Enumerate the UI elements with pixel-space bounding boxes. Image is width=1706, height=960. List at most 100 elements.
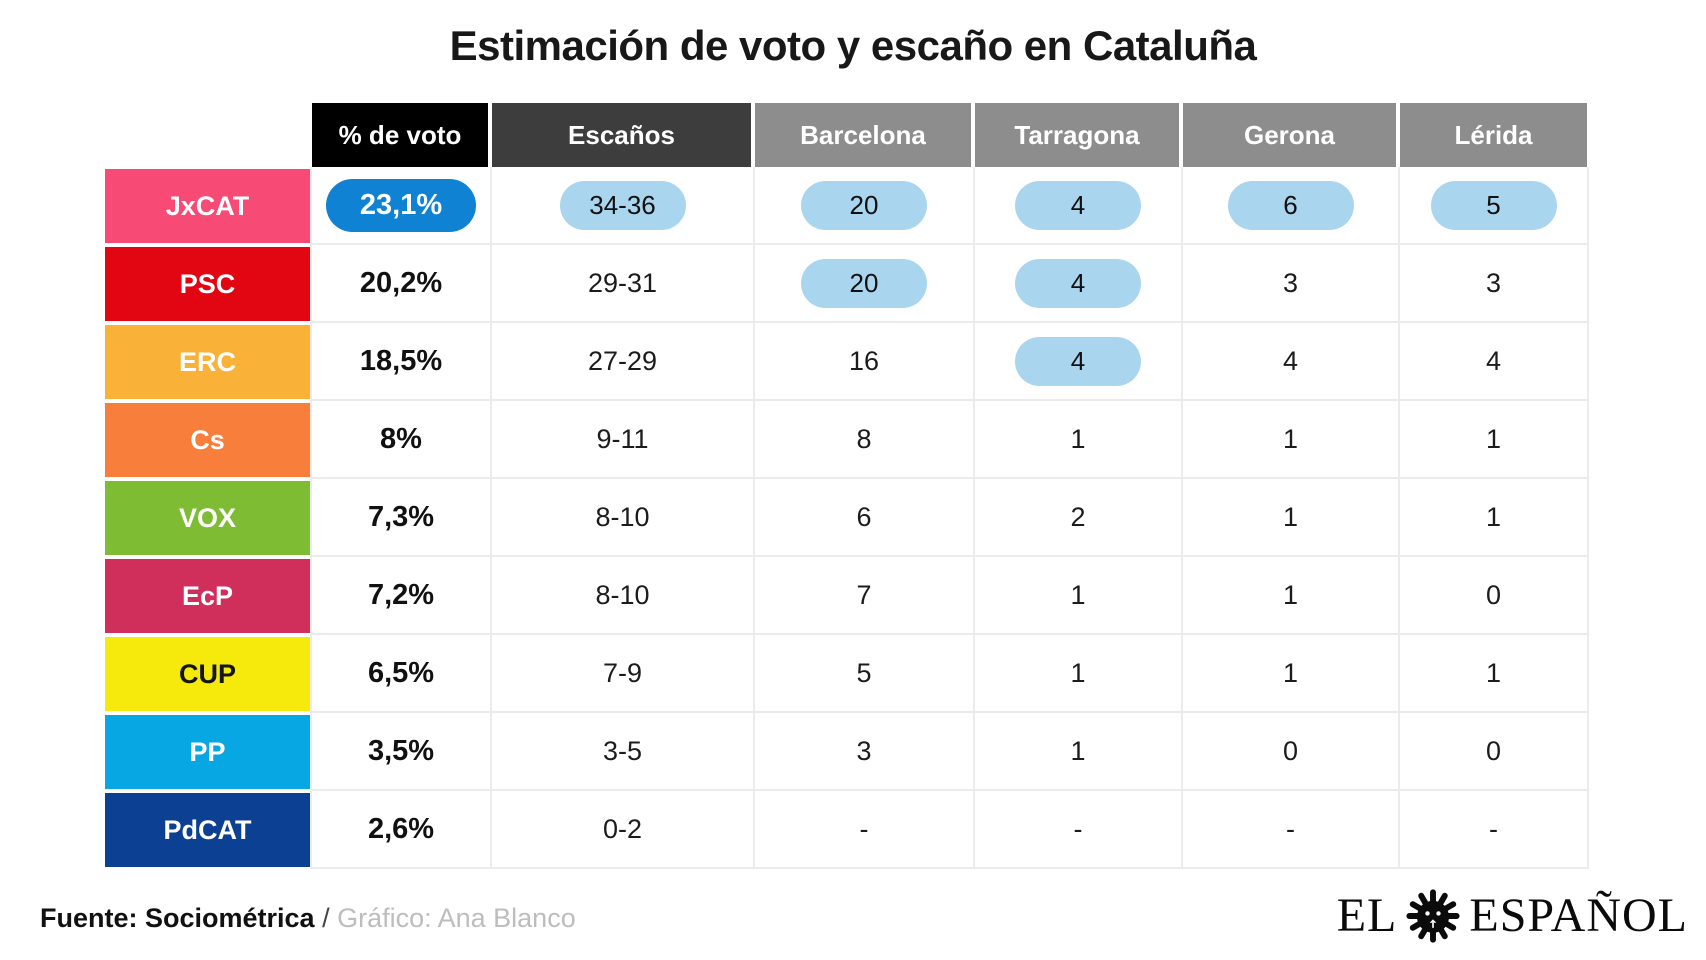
seat-value: 29-31 bbox=[587, 267, 658, 298]
seat-value-cell: 6 bbox=[753, 479, 973, 557]
seat-value-cell: 1 bbox=[973, 635, 1181, 713]
table-corner bbox=[105, 103, 310, 167]
seat-value: 1 bbox=[1485, 501, 1502, 532]
seat-value: 1 bbox=[1070, 423, 1086, 454]
seat-value-cell: 1 bbox=[973, 401, 1181, 479]
seat-value-cell: - bbox=[973, 791, 1181, 869]
seat-value-cell: 1 bbox=[1181, 479, 1398, 557]
seat-value-cell: 4 bbox=[973, 167, 1181, 245]
vote-value: 18,5% bbox=[359, 344, 443, 377]
vote-value-cell: 6,5% bbox=[310, 635, 490, 713]
column-header-tarragona: Tarragona bbox=[975, 103, 1179, 167]
seat-value: 8-10 bbox=[595, 579, 650, 610]
seat-value: 0-2 bbox=[602, 813, 643, 844]
column-header-escanos: Escaños bbox=[492, 103, 751, 167]
seat-value-cell: 1 bbox=[973, 557, 1181, 635]
vote-value: 6,5% bbox=[367, 656, 435, 689]
seat-value-cell: 34-36 bbox=[490, 167, 753, 245]
vote-value: 2,6% bbox=[367, 812, 435, 845]
party-cell-ecp: EcP bbox=[105, 557, 310, 635]
seat-value: 1 bbox=[1070, 657, 1086, 688]
seat-value: 1 bbox=[1282, 501, 1299, 532]
vote-value: 3,5% bbox=[367, 734, 435, 767]
seat-value-cell: 4 bbox=[973, 323, 1181, 401]
seat-value: 0 bbox=[1485, 735, 1502, 766]
column-header-barcelona: Barcelona bbox=[755, 103, 971, 167]
seat-value: 1 bbox=[1282, 579, 1299, 610]
seat-value: 7-9 bbox=[602, 657, 643, 688]
vote-value-cell: 20,2% bbox=[310, 245, 490, 323]
seat-value: 16 bbox=[848, 345, 880, 376]
seat-value: 1 bbox=[1485, 423, 1502, 454]
seat-value: 1 bbox=[1485, 657, 1502, 688]
seat-value-cell: 5 bbox=[753, 635, 973, 713]
seat-value-cell: 1 bbox=[1181, 401, 1398, 479]
seat-value-cell: 3 bbox=[1181, 245, 1398, 323]
seat-value-cell: 0 bbox=[1398, 557, 1589, 635]
seat-value-cell: 1 bbox=[1181, 635, 1398, 713]
party-cell-jxcat: JxCAT bbox=[105, 167, 310, 245]
seat-value: 3 bbox=[1282, 267, 1299, 298]
seat-value-cell: 16 bbox=[753, 323, 973, 401]
seat-value: 4 bbox=[1485, 345, 1502, 376]
seat-value-cell: 0 bbox=[1181, 713, 1398, 791]
seat-value-cell: 2 bbox=[973, 479, 1181, 557]
seat-highlight-pill: 4 bbox=[1015, 336, 1141, 386]
seat-value-cell: - bbox=[1398, 791, 1589, 869]
column-header-gerona: Gerona bbox=[1183, 103, 1396, 167]
vote-value: 8% bbox=[380, 422, 422, 455]
seat-value-cell: 8-10 bbox=[490, 479, 753, 557]
seat-value: 2 bbox=[1070, 501, 1086, 532]
seat-value: 1 bbox=[1070, 735, 1086, 766]
source-label: Fuente: Sociométrica bbox=[40, 903, 315, 933]
seat-value-cell: - bbox=[753, 791, 973, 869]
source-credit: Fuente: Sociométrica / Gráfico: Ana Blan… bbox=[40, 903, 576, 934]
seat-value-cell: 7 bbox=[753, 557, 973, 635]
seat-value-cell: 29-31 bbox=[490, 245, 753, 323]
seat-value: 27-29 bbox=[587, 345, 658, 376]
seat-value-cell: 7-9 bbox=[490, 635, 753, 713]
seat-value-cell: 8-10 bbox=[490, 557, 753, 635]
seat-value-cell: 1 bbox=[973, 713, 1181, 791]
seat-highlight-pill: 6 bbox=[1227, 180, 1354, 230]
seat-value-cell: 3 bbox=[753, 713, 973, 791]
seat-highlight-pill: 34-36 bbox=[559, 180, 686, 230]
seat-value-cell: 27-29 bbox=[490, 323, 753, 401]
seat-value: 3 bbox=[1485, 267, 1502, 298]
el-espanol-lion-icon bbox=[1406, 889, 1460, 943]
vote-value-cell: 7,3% bbox=[310, 479, 490, 557]
party-cell-vox: VOX bbox=[105, 479, 310, 557]
vote-value-cell: 7,2% bbox=[310, 557, 490, 635]
seat-value-cell: 1 bbox=[1398, 635, 1589, 713]
vote-highlight-pill: 23,1% bbox=[326, 178, 476, 232]
vote-value: 20,2% bbox=[359, 266, 443, 299]
seat-value: 3 bbox=[856, 735, 872, 766]
el-espanol-logo: EL ESPAÑOL bbox=[1337, 886, 1688, 946]
seat-value: 3-5 bbox=[602, 735, 643, 766]
seat-value-cell: 1 bbox=[1398, 401, 1589, 479]
party-cell-pp: PP bbox=[105, 713, 310, 791]
seat-highlight-pill: 20 bbox=[801, 180, 927, 230]
seat-value-cell: 4 bbox=[1181, 323, 1398, 401]
estimation-table: % de voto Escaños Barcelona Tarragona Gerona… bbox=[105, 103, 1589, 869]
party-cell-pdcat: PdCAT bbox=[105, 791, 310, 869]
vote-value-cell: 8% bbox=[310, 401, 490, 479]
vote-value: 7,2% bbox=[367, 578, 435, 611]
seat-value-cell: 1 bbox=[1181, 557, 1398, 635]
seat-value-cell: 8 bbox=[753, 401, 973, 479]
seat-value: 9-11 bbox=[596, 423, 649, 454]
seat-value: - bbox=[859, 813, 869, 844]
seat-value: 4 bbox=[1282, 345, 1299, 376]
seat-value: 6 bbox=[856, 501, 872, 532]
party-cell-cup: CUP bbox=[105, 635, 310, 713]
seat-highlight-pill: 5 bbox=[1430, 180, 1557, 230]
seat-value-cell: 4 bbox=[973, 245, 1181, 323]
vote-value-cell: 23,1% bbox=[310, 167, 490, 245]
logo-text-espanol: ESPAÑOL bbox=[1469, 889, 1688, 942]
seat-value-cell: 20 bbox=[753, 245, 973, 323]
seat-value-cell: 20 bbox=[753, 167, 973, 245]
seat-value-cell: 4 bbox=[1398, 323, 1589, 401]
seat-value: - bbox=[1489, 813, 1498, 844]
credit-label: Gráfico: Ana Blanco bbox=[337, 903, 576, 933]
source-separator: / bbox=[314, 903, 338, 933]
